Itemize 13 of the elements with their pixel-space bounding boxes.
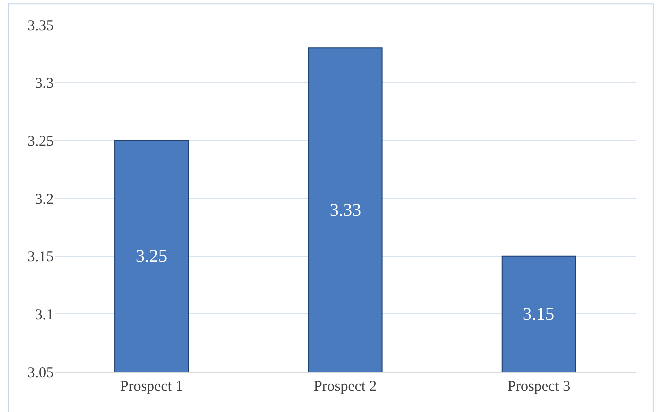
y-tick-label: 3.3: [35, 76, 54, 92]
data-label: 3.25: [136, 246, 168, 266]
y-tick-label: 3.15: [28, 250, 54, 266]
y-tick-label: 3.35: [28, 18, 54, 34]
x-tick-label: Prospect 2: [314, 379, 377, 395]
y-tick-label: 3.2: [35, 192, 54, 208]
x-tick-label: Prospect 3: [508, 379, 571, 395]
x-tick-label: Prospect 1: [120, 379, 184, 395]
data-label: 3.33: [330, 200, 362, 220]
y-tick-label: 3.1: [35, 307, 54, 324]
y-tick-label: 3.25: [28, 134, 54, 150]
data-label: 3.15: [523, 304, 554, 324]
y-tick-label: 3.05: [28, 365, 54, 382]
